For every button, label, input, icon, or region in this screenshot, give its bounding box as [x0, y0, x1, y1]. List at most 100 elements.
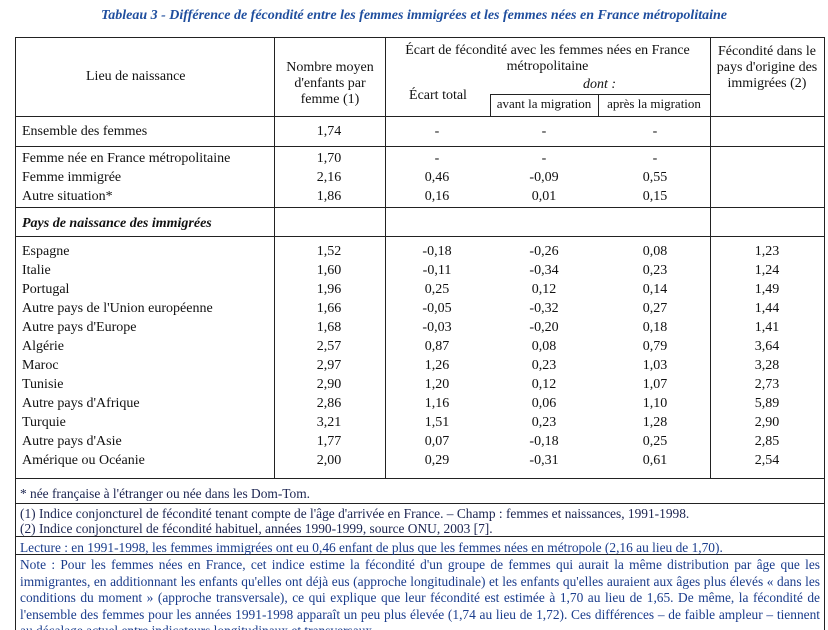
cell: 0,61	[642, 453, 668, 468]
row-label: Ensemble des femmes	[22, 124, 148, 139]
cell: 1,03	[642, 358, 668, 373]
cell: 2,86	[316, 396, 342, 411]
cell: -	[541, 124, 547, 139]
cell: -	[541, 151, 547, 166]
cell: 1,74	[316, 124, 342, 139]
cell: 2,54	[754, 453, 780, 468]
cell: 1,20	[424, 377, 450, 392]
header-cell: Lieu de naissance	[86, 69, 186, 84]
cell: 0,08	[642, 244, 668, 259]
cell: 2,90	[754, 415, 780, 430]
row-label: Portugal	[22, 282, 70, 297]
cell: 1,70	[316, 151, 342, 166]
rule	[15, 554, 824, 555]
note: Lecture : en 1991-1998, les femmes immig…	[20, 540, 723, 555]
header-cell: Nombre moyen d'enfants par femme (1)	[286, 60, 374, 107]
row-label: Autre pays de l'Union européenne	[22, 301, 213, 316]
header-cell: Écart de fécondité avec les femmes nées …	[405, 43, 690, 74]
note: * née française à l'étranger ou née dans…	[20, 486, 310, 501]
rule	[15, 478, 824, 479]
cell: 0,07	[424, 434, 450, 449]
row-label: Maroc	[22, 358, 59, 373]
cell: 2,90	[316, 377, 342, 392]
cell: 0,25	[642, 434, 668, 449]
header-cell: avant la migration	[496, 96, 592, 111]
cell: -0,11	[422, 263, 452, 278]
rule	[824, 37, 825, 630]
cell: -0,03	[422, 320, 452, 335]
cell: 1,60	[316, 263, 342, 278]
rule	[490, 94, 491, 116]
cell: 0,23	[642, 263, 668, 278]
rule	[15, 503, 824, 504]
header-cell: après la migration	[607, 96, 701, 111]
cell: 0,01	[531, 189, 557, 204]
cell: -0,18	[422, 244, 452, 259]
cell: 0,06	[531, 396, 557, 411]
row-label: Femme immigrée	[22, 170, 122, 185]
rule	[490, 94, 710, 95]
cell: -0,31	[529, 453, 559, 468]
cell: 1,24	[754, 263, 780, 278]
row-label: Autre pays d'Asie	[22, 434, 122, 449]
cell: 2,73	[754, 377, 780, 392]
rule	[15, 536, 824, 537]
cell: 1,66	[316, 301, 342, 316]
cell: 0,08	[531, 339, 557, 354]
cell: 0,23	[531, 415, 557, 430]
row-label: Autre situation*	[22, 189, 113, 204]
header-cell: dont :	[583, 77, 617, 92]
rule	[15, 236, 824, 237]
cell: 2,85	[754, 434, 780, 449]
cell: 1,28	[642, 415, 668, 430]
cell: 0,27	[642, 301, 668, 316]
cell: 2,97	[316, 358, 342, 373]
cell: 0,87	[424, 339, 450, 354]
cell: 1,41	[754, 320, 780, 335]
row-label: Espagne	[22, 244, 70, 259]
cell: 3,21	[316, 415, 342, 430]
row-label: Algérie	[22, 339, 64, 354]
rule	[598, 94, 599, 116]
cell: 5,89	[754, 396, 780, 411]
cell: -	[652, 124, 658, 139]
cell: 0,46	[424, 170, 450, 185]
cell: -0,09	[529, 170, 559, 185]
cell: -0,26	[529, 244, 559, 259]
cell: 1,51	[424, 415, 450, 430]
cell: 1,23	[754, 244, 780, 259]
row-label: Amérique ou Océanie	[22, 453, 145, 468]
cell: 0,25	[424, 282, 450, 297]
cell: -0,18	[529, 434, 559, 449]
cell: 0,12	[531, 282, 557, 297]
cell: 3,64	[754, 339, 780, 354]
cell: 1,68	[316, 320, 342, 335]
section-heading: Pays de naissance des immigrées	[22, 216, 212, 231]
cell: 0,23	[531, 358, 557, 373]
note: (1) Indice conjoncturel de fécondité ten…	[20, 506, 690, 521]
cell: 1,44	[754, 301, 780, 316]
cell: 0,55	[642, 170, 668, 185]
row-label: Italie	[22, 263, 51, 278]
cell: 1,49	[754, 282, 780, 297]
rule	[15, 146, 824, 147]
cell: 1,52	[316, 244, 342, 259]
cell: -0,34	[529, 263, 559, 278]
cell: 1,26	[424, 358, 450, 373]
row-label: Autre pays d'Europe	[22, 320, 137, 335]
cell: -	[652, 151, 658, 166]
row-label: Autre pays d'Afrique	[22, 396, 140, 411]
cell: 1,77	[316, 434, 342, 449]
cell: 0,18	[642, 320, 668, 335]
title: Tableau 3 - Différence de fécondité entr…	[100, 8, 727, 23]
cell: 1,96	[316, 282, 342, 297]
rule	[710, 37, 711, 478]
header-cell: Fécondité dans le pays d'origine des imm…	[716, 44, 818, 91]
row-label: Tunisie	[22, 377, 64, 392]
rule	[15, 116, 824, 117]
cell: 0,15	[642, 189, 668, 204]
cell: -	[434, 124, 440, 139]
cell: 1,10	[642, 396, 668, 411]
note: (2) Indice conjoncturel de fécondité hab…	[20, 521, 493, 536]
